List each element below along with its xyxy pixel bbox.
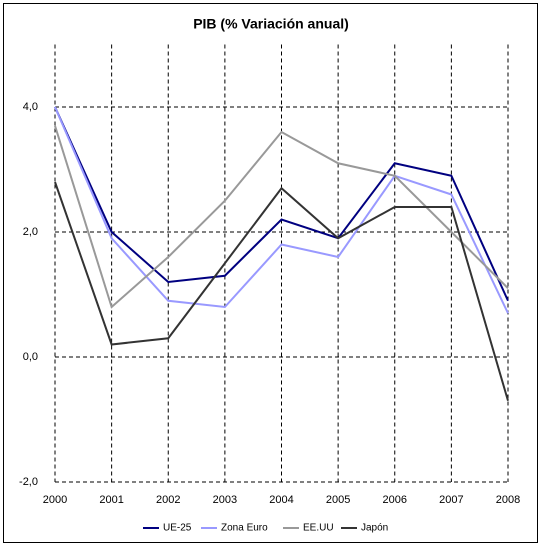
x-tick-label: 2004 bbox=[269, 494, 293, 506]
y-tick-label: 4,0 bbox=[23, 101, 38, 113]
x-tick-label: 2007 bbox=[439, 494, 463, 506]
y-tick-label: -2,0 bbox=[19, 476, 38, 488]
x-tick-label: 2001 bbox=[99, 494, 123, 506]
x-tick-label: 2006 bbox=[383, 494, 407, 506]
x-tick-label: 2003 bbox=[213, 494, 237, 506]
legend-label: Japón bbox=[361, 523, 388, 534]
legend-label: UE-25 bbox=[163, 523, 192, 534]
series-line bbox=[54, 181, 509, 402]
chart-frame bbox=[3, 3, 538, 543]
x-tick-label: 2000 bbox=[43, 494, 67, 506]
y-tick-label: 0,0 bbox=[23, 351, 38, 363]
series-line bbox=[54, 125, 509, 309]
x-tick-label: 2002 bbox=[156, 494, 180, 506]
chart-title: PIB (% Variación anual) bbox=[193, 16, 349, 32]
x-tick-label: 2008 bbox=[496, 494, 520, 506]
y-tick-label: 2,0 bbox=[23, 226, 38, 238]
legend-label: EE.UU bbox=[303, 523, 334, 534]
series-line bbox=[54, 106, 509, 302]
legend-label: Zona Euro bbox=[221, 523, 268, 534]
series-line bbox=[54, 106, 509, 314]
x-tick-label: 2005 bbox=[326, 494, 350, 506]
